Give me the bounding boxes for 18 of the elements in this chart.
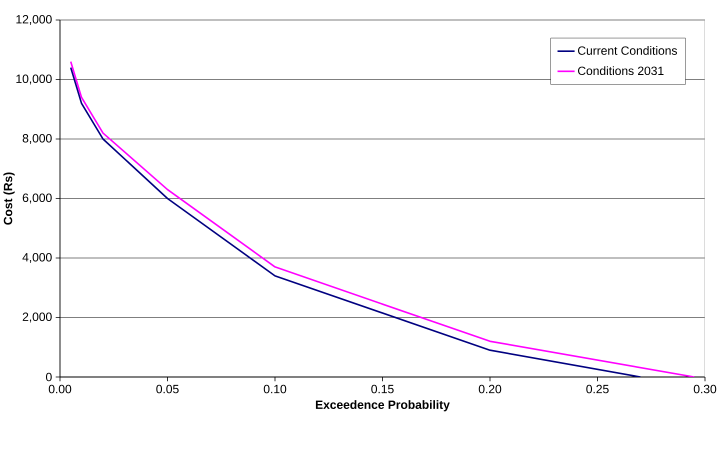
legend-label: Current Conditions — [578, 46, 677, 55]
x-tick-label: 0.30 — [694, 384, 716, 394]
y-axis-title: Cost (Rs) — [3, 172, 15, 225]
x-tick-label: 0.00 — [48, 384, 72, 394]
x-tick-label: 0.05 — [156, 384, 179, 394]
x-axis-title: Exceedence Probability — [316, 400, 450, 412]
x-tick-label: 0.25 — [586, 384, 609, 394]
x-tick-label: 0.10 — [264, 384, 286, 394]
y-tick-label: 2,000 — [22, 312, 52, 322]
x-tick-label: 0.15 — [371, 384, 394, 394]
legend-label: Conditions 2031 — [578, 66, 664, 76]
y-tick-label: 6,000 — [22, 194, 52, 204]
y-tick-label: 4,000 — [22, 253, 52, 263]
y-tick-label: 0 — [46, 372, 52, 382]
y-tick-label: 10,000 — [16, 74, 52, 84]
y-tick-label: 8,000 — [22, 134, 52, 144]
y-tick-label: 12,000 — [16, 15, 52, 25]
x-tick-label: 0.20 — [478, 384, 502, 394]
